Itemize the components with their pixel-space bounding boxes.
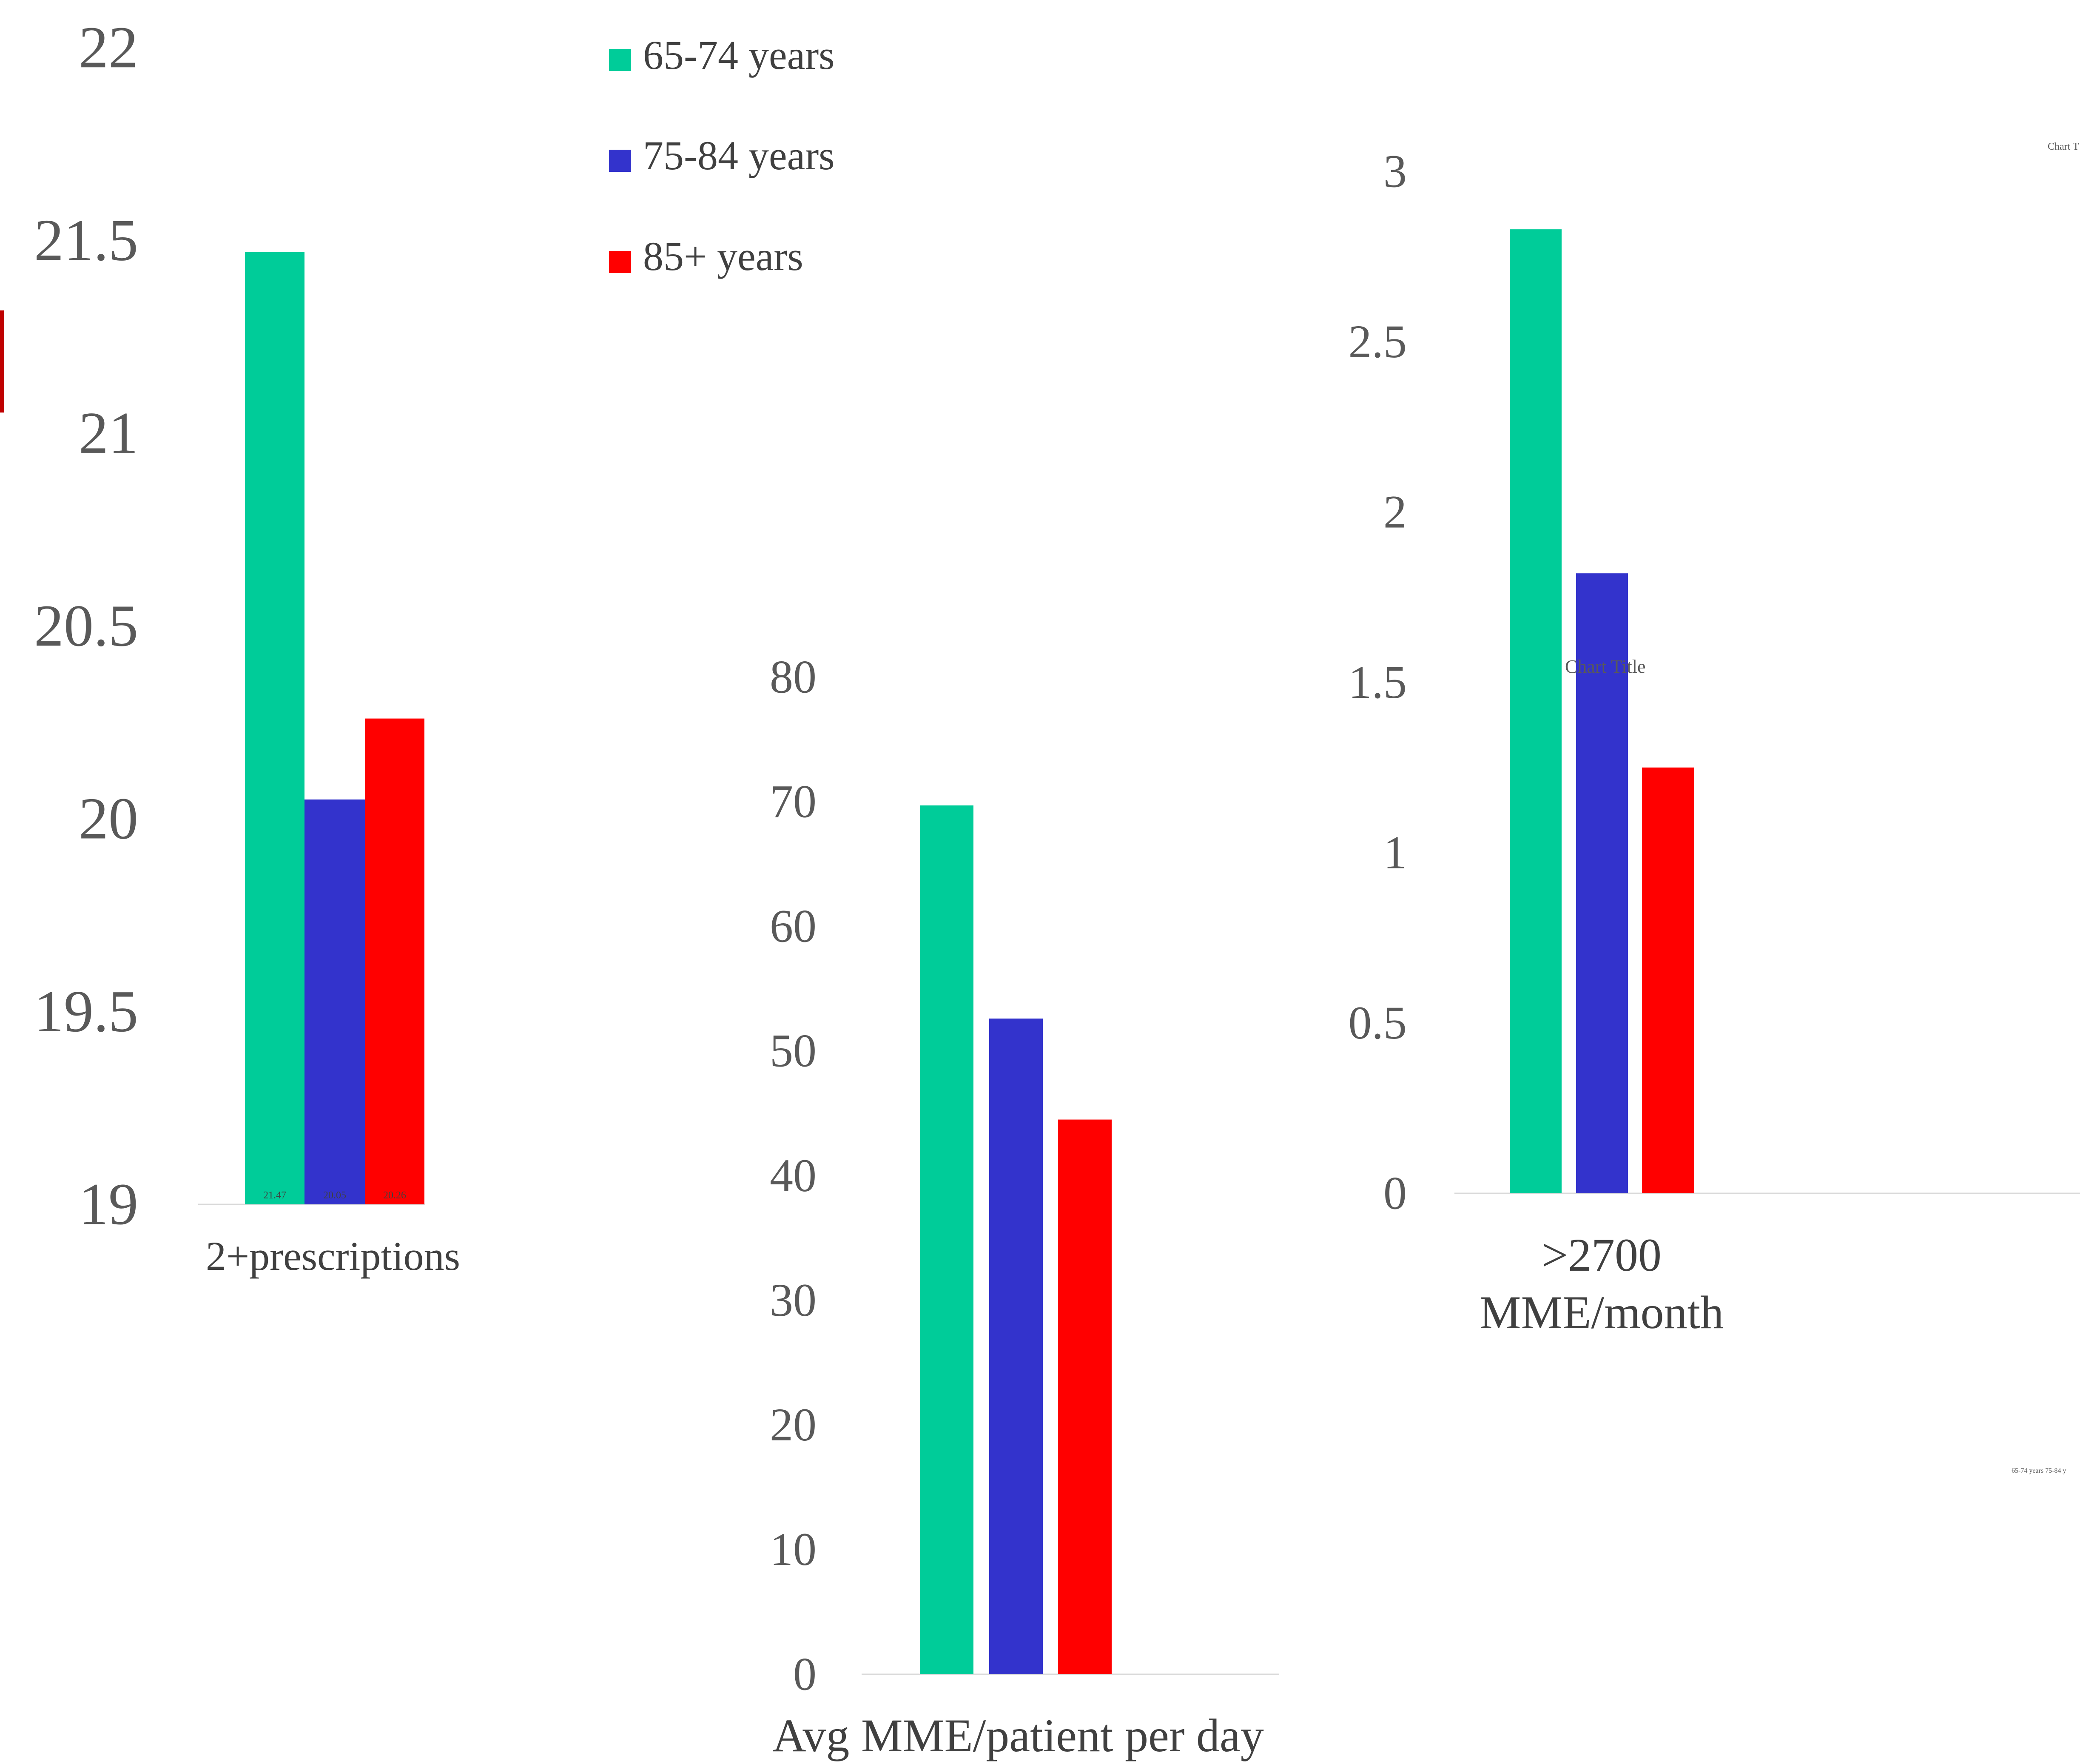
left-accent-bar	[0, 310, 4, 413]
bar-75-84-years	[304, 799, 365, 1204]
y-tick-label: 20.5	[34, 593, 138, 659]
legend: 65-74 years 75-84 years 85+ years	[609, 32, 835, 279]
y-tick-label: 20	[79, 786, 138, 852]
category-label: 2+prescriptions	[206, 1233, 460, 1279]
bar-85-years	[365, 718, 424, 1204]
bar-85-years	[1642, 767, 1694, 1193]
bar-data-label: 20.05	[323, 1190, 346, 1201]
category-label: Avg MME/patient per day	[772, 1710, 1264, 1761]
bar-65-74-years	[1510, 229, 1562, 1194]
y-tick-label: 2	[1383, 486, 1407, 538]
y-tick-label: 21	[79, 400, 138, 466]
y-tick-label: 0	[1383, 1167, 1407, 1219]
overlay-chart-title: Chart Title	[1565, 656, 1646, 677]
y-tick-label: 20	[770, 1399, 817, 1451]
y-tick-label: 2.5	[1349, 316, 1407, 367]
chart-2plus-prescriptions: 19 19.5 20 20.5 21 21.5 22 21.47 20.05 20.26 2+pre…	[34, 14, 460, 1279]
y-tick-label: 10	[770, 1523, 817, 1575]
y-tick-label: 1	[1383, 826, 1407, 878]
bar-75-84-years	[989, 1019, 1043, 1674]
y-tick-label: 40	[770, 1149, 817, 1201]
bar-data-label: 20.26	[383, 1190, 406, 1201]
bar-65-74-years	[245, 252, 304, 1205]
y-tick-label: 1.5	[1349, 656, 1407, 708]
y-tick-label: 3	[1383, 145, 1407, 197]
legend-swatch-75-84	[609, 150, 631, 172]
y-tick-label: 22	[79, 14, 138, 80]
y-tick-label: 30	[770, 1274, 817, 1326]
legend-swatch-65-74	[609, 49, 631, 71]
bar-85-years	[1058, 1119, 1112, 1674]
category-label: MME/month	[1480, 1286, 1724, 1338]
y-tick-label: 70	[770, 775, 817, 827]
y-tick-label: 0	[793, 1648, 817, 1700]
chart-avg-mme-per-day: 0 10 20 30 40 50 60 70 80 Avg MME/patient per day	[770, 651, 1279, 1761]
y-tick-label: 80	[770, 651, 817, 703]
bar-75-84-years	[1576, 573, 1628, 1193]
bar-data-label: 21.47	[263, 1190, 286, 1201]
y-tick-label: 21.5	[34, 208, 138, 273]
y-tick-label: 19.5	[34, 979, 138, 1044]
legend-label-85-plus: 85+ years	[643, 233, 803, 279]
y-tick-label: 50	[770, 1025, 817, 1077]
legend-swatch-85-plus	[609, 251, 631, 273]
bar-65-74-years	[920, 805, 973, 1674]
overlay-mini-legend: 65-74 years 75-84 y	[2012, 1467, 2066, 1474]
legend-label-75-84: 75-84 years	[643, 133, 835, 178]
y-tick-label: 0.5	[1349, 997, 1407, 1049]
y-tick-label: 60	[770, 900, 817, 952]
category-label: >2700	[1542, 1229, 1662, 1281]
overlay-chart-title-small: Chart T	[2048, 141, 2079, 152]
y-tick-label: 19	[79, 1171, 138, 1237]
legend-label-65-74: 65-74 years	[643, 32, 835, 78]
